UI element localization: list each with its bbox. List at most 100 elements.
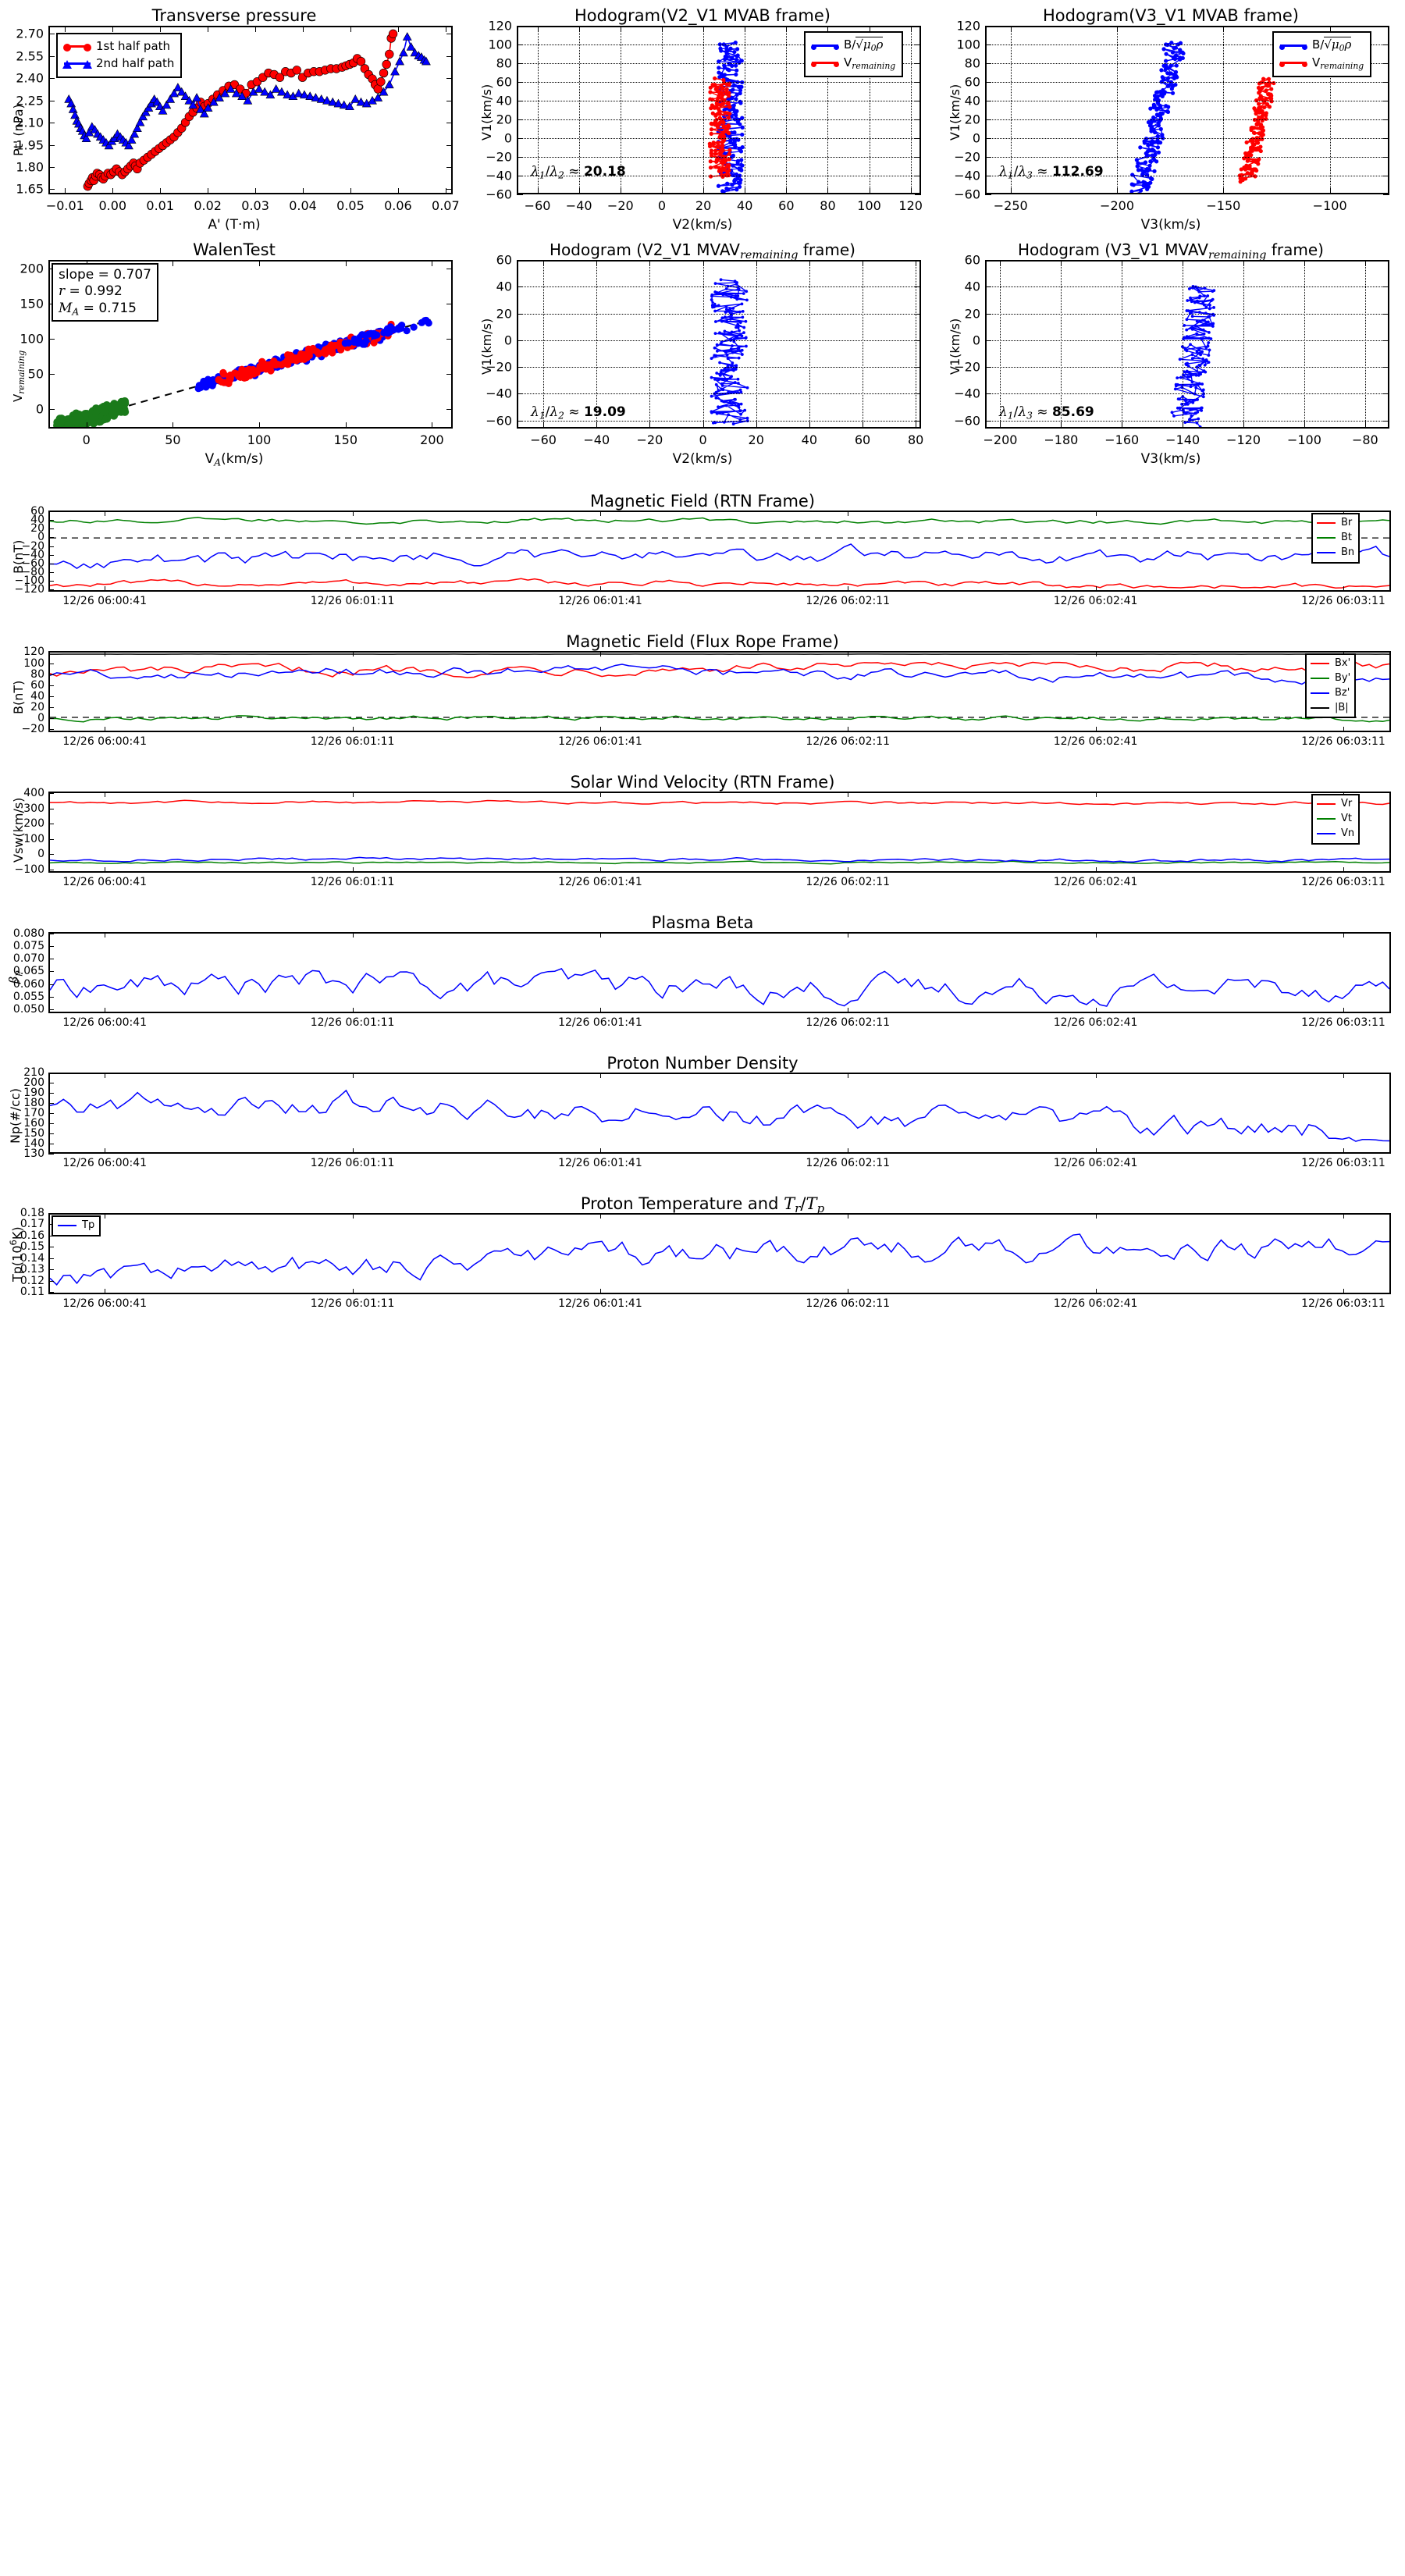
y-tick-mark [517,26,523,27]
legend-label-vremaining: Vremaining [1312,55,1364,71]
time-tick-label: 12/26 06:02:11 [806,735,891,748]
y-tick-mark-right [446,55,453,57]
x-tick-mark [160,188,162,194]
plot-area-proton-number-density [48,1073,1391,1154]
grid-line-h [987,340,1388,341]
y-tick-label: −20 [954,149,980,165]
y-tick-label: 0.15 [20,1240,44,1254]
panel-proton-number-density: Proton Number Density Np(#/cc) 130 140 150… [0,1054,1405,1179]
x-tick-mark [599,586,601,592]
x-tick-mark [1243,422,1245,429]
legend-label: Bt [1341,531,1353,543]
grid-line-h [518,82,919,83]
legend-swatch-blue [1279,44,1307,50]
grid-line-h [987,157,1388,158]
y-tick-label: 0 [37,531,44,544]
y-tick-label: −60 [486,187,512,202]
x-tick-label: −80 [1351,432,1378,447]
y-tick-label: 2.70 [16,26,44,41]
x-tick-label: 20 [695,198,712,213]
y-tick-label: 40 [496,279,512,294]
grid-line-v [543,262,545,427]
panel-title: Hodogram(V2_V1 MVAB frame) [574,6,831,25]
y-tick-label: 40 [30,514,44,527]
y-tick-mark-right [1383,286,1389,288]
y-tick-mark [985,313,991,315]
y-axis-label: V1(km/s) [479,84,494,141]
grid-line-h [518,63,919,64]
grid-line-v [756,262,757,427]
x-axis-label: V3(km/s) [1140,451,1201,467]
legend-vsw: Vr Vt Vn [1311,794,1361,845]
legend-swatch-vt [1317,818,1336,820]
x-tick-mark [397,188,399,194]
plot-area-hodogram-v3v1-mvav [985,260,1389,429]
x-tick-mark [1095,1289,1097,1294]
time-tick-label: 12/26 06:01:11 [310,1297,395,1310]
plot-area-solar-wind-velocity [48,792,1391,873]
x-tick-mark-top [345,260,347,266]
y-tick-label: 60 [496,74,512,90]
x-tick-label: 0.06 [384,198,412,213]
x-tick-mark-top [1095,792,1097,797]
y-tick-label: 120 [23,646,44,659]
y-tick-label: −20 [486,149,512,165]
y-tick-label: −80 [21,565,44,578]
legend-item-bmag: |B| [1311,701,1350,716]
y-tick-label: 80 [964,55,980,71]
time-tick-label: 12/26 06:00:41 [62,1157,148,1169]
y-axis-label: V1(km/s) [948,84,962,141]
y-tick-mark [48,1009,54,1011]
y-tick-mark-right [1383,119,1389,120]
x-tick-mark-top [352,1213,354,1219]
y-tick-label: −60 [954,187,980,202]
y-tick-mark-right [1383,44,1389,45]
y-tick-mark-right [915,420,921,422]
x-tick-mark [599,727,601,732]
y-tick-label: 130 [23,1147,44,1160]
y-tick-mark [48,589,54,591]
x-axis-label: A' (T·m) [208,217,261,233]
x-tick-mark [350,188,351,194]
legend-swatch-red [1279,62,1307,68]
eigenvalue-ratio-annotation: λ1/λ2 ≈ 20.18 [531,164,626,181]
legend-label: 1st half path [96,39,171,53]
x-tick-label: 40 [801,432,818,447]
y-tick-label: 0 [37,712,44,725]
b-rtn-traces [50,516,1389,589]
grid-line-v [1243,262,1245,427]
x-tick-mark-top [1223,26,1225,32]
x-tick-mark-top [1304,260,1305,266]
y-axis-label: B(nT) [11,680,26,714]
legend-hodogram-v2v1-mvab: B/√μ0ρ Vremaining [804,31,904,78]
y-tick-mark-right [1383,260,1389,261]
y-tick-mark-right [915,313,921,315]
legend-label: Vt [1341,812,1352,824]
x-tick-mark [599,867,601,873]
y-tick-mark-right [915,367,921,368]
y-tick-mark [48,511,54,513]
x-tick-mark [65,188,66,194]
x-tick-mark-top [596,260,598,266]
x-tick-mark [786,188,788,194]
legend-label: Bn [1341,546,1355,558]
x-tick-mark [1343,1289,1344,1294]
y-tick-mark [48,1224,54,1226]
y-tick-mark [48,581,54,582]
x-tick-mark-top [1343,1213,1344,1219]
y-tick-mark-right [446,338,453,340]
x-tick-mark [756,422,757,429]
y-tick-label: −120 [14,583,44,596]
y-tick-label: −20 [486,359,512,375]
y-tick-label: 120 [488,18,512,34]
y-tick-mark [48,189,55,190]
grid-line-v [809,262,810,427]
x-tick-label: 100 [857,198,881,213]
y-tick-mark [985,44,991,45]
y-tick-label: 0 [503,333,512,348]
x-tick-label: −20 [636,432,663,447]
time-tick-label: 12/26 06:01:41 [558,1157,642,1169]
y-tick-label: 190 [23,1087,44,1099]
x-tick-mark-top [352,511,354,516]
x-tick-mark [1343,727,1344,732]
